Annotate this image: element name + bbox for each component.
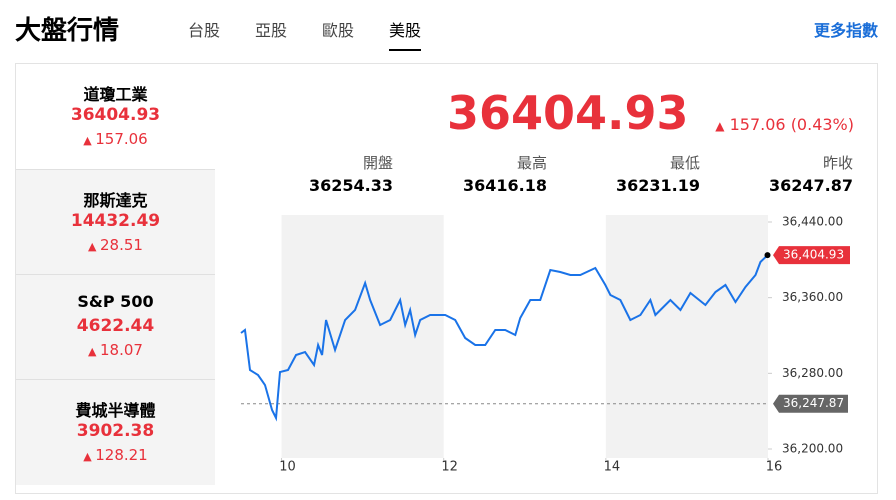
tab[interactable]: 美股 (389, 17, 422, 51)
index-item[interactable]: 那斯達克 14432.49 ▲ 28.51 (16, 169, 215, 274)
x-tick-label: 14 (604, 460, 621, 475)
reference-label-box (773, 394, 848, 413)
x-tick-label: 10 (279, 460, 296, 475)
index-name: 費城半導體 (75, 401, 156, 420)
stat-value: 36416.18 (462, 176, 547, 195)
more-link[interactable]: 更多指數 (813, 21, 878, 40)
last-label: 36,404.93 (783, 248, 844, 262)
tab[interactable]: 亞股 (255, 21, 288, 40)
price: 36404.93 (447, 86, 689, 140)
index-value: 3902.38 (76, 421, 155, 441)
time-band (281, 215, 444, 458)
index-value: 36404.93 (70, 105, 161, 125)
panel-border (15, 63, 878, 494)
index-item[interactable]: 費城半導體 3902.38 ▲ 128.21 (16, 379, 215, 485)
change-value: 157.06 (729, 115, 786, 134)
up-arrow: ▲ (83, 450, 96, 463)
x-tick-label: 16 (766, 460, 783, 475)
up-arrow: ▲ (88, 345, 100, 358)
last-label-box (773, 246, 850, 265)
index-change: ▲ 157.06 (16, 130, 215, 148)
index-item[interactable]: S&P 500 4622.44 ▲ 18.07 (16, 274, 215, 379)
change-value: 28.51 (100, 236, 143, 254)
y-tick-label: 36,280.00 (782, 366, 843, 380)
change: ▲ 157.06 (0.43%) (715, 115, 854, 134)
index-value: 14432.49 (70, 211, 161, 231)
index-item[interactable]: 道瓊工業 36404.93 ▲ 157.06 (16, 64, 215, 168)
last-point (764, 252, 771, 259)
up-arrow: ▲ (83, 134, 96, 147)
index-name: 道瓊工業 (83, 85, 148, 104)
stat-label: 開盤 (362, 154, 393, 172)
stat-value: 36254.33 (308, 176, 393, 195)
index-change: ▲ 128.21 (16, 446, 215, 464)
change-value: 18.07 (100, 341, 143, 359)
y-tick-label: 36,200.00 (782, 442, 843, 456)
tab[interactable]: 台股 (188, 21, 221, 40)
reference-label: 36,247.87 (783, 396, 844, 410)
index-value: 4622.44 (76, 316, 155, 336)
stat-value: 36247.87 (768, 176, 853, 195)
change-value: 157.06 (95, 130, 148, 148)
index-change: ▲ 18.07 (16, 341, 215, 359)
page-title: 大盤行情 (15, 16, 120, 46)
index-name: 那斯達克 (83, 191, 148, 210)
index-change: ▲ 28.51 (16, 236, 215, 254)
time-band (605, 215, 768, 458)
stat-label: 昨收 (822, 154, 853, 172)
stat-label: 最低 (669, 154, 700, 172)
stat-label: 最高 (516, 154, 547, 172)
change-value: 128.21 (95, 446, 148, 464)
tab[interactable]: 歐股 (322, 21, 355, 40)
change-pct: (0.43%) (790, 115, 854, 134)
y-tick-label: 36,440.00 (782, 215, 843, 229)
price-line (240, 254, 769, 422)
up-arrow: ▲ (715, 119, 725, 133)
stat-value: 36231.19 (615, 176, 700, 195)
up-arrow: ▲ (88, 240, 100, 253)
index-name: S&P 500 (77, 292, 154, 311)
y-tick-label: 36,360.00 (782, 290, 843, 304)
x-tick-label: 12 (441, 460, 458, 475)
